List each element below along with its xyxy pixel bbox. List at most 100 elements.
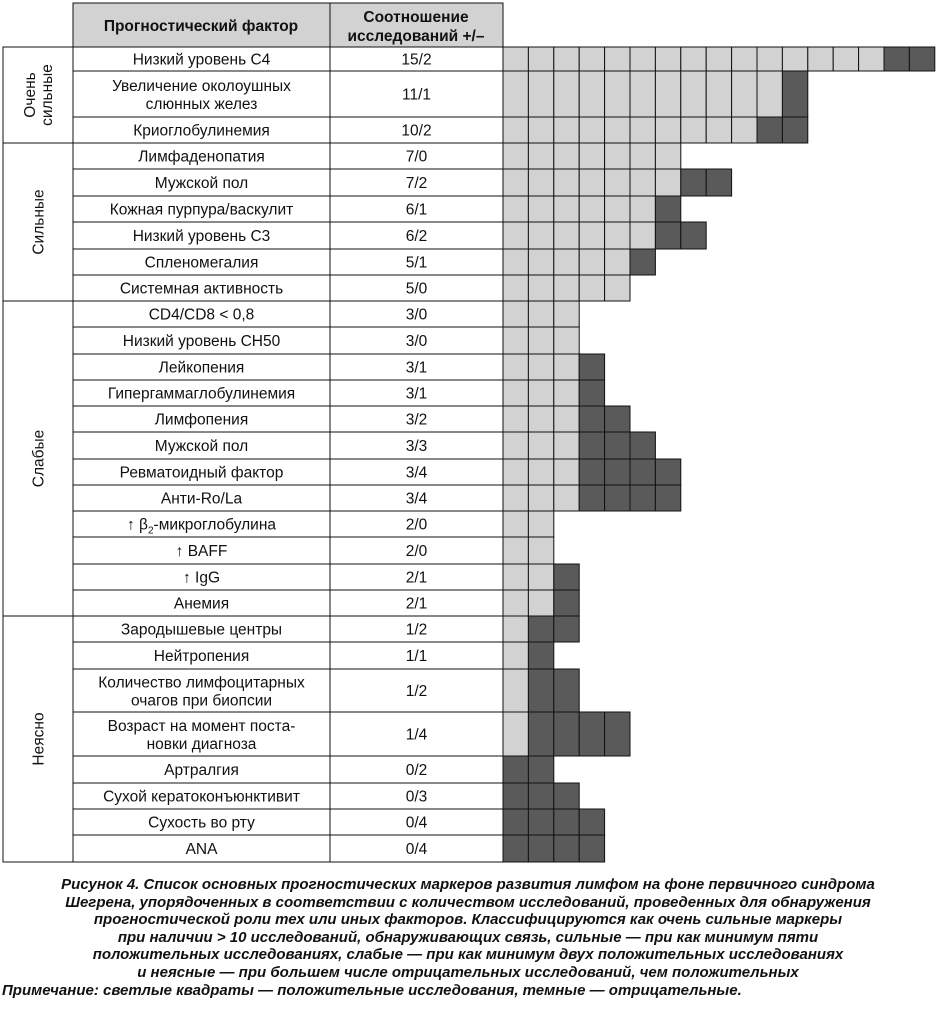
positive-study-cell: [502, 168, 529, 197]
positive-study-cell: [858, 46, 885, 72]
positive-study-cell: [527, 563, 555, 591]
group-label: Оченьсильные: [2, 46, 74, 144]
positive-study-cell: [578, 168, 606, 197]
positive-study-cell: [502, 221, 529, 250]
ratio-value: 0/4: [406, 815, 428, 832]
positive-study-cell: [629, 168, 656, 197]
positive-study-cell: [502, 195, 529, 223]
positive-study-cell: [502, 563, 529, 591]
positive-study-cell: [604, 116, 631, 144]
positive-study-cell: [553, 326, 580, 355]
caption-line: при наличии > 10 исследований, обнаружив…: [117, 928, 819, 946]
negative-study-cell: [629, 458, 656, 486]
header-ratio-line1: Соотношение: [363, 9, 469, 26]
positive-study-cell: [553, 405, 580, 433]
positive-study-cell: [502, 510, 529, 538]
positive-study-cell: [781, 46, 809, 72]
positive-study-cell: [502, 458, 529, 486]
positive-study-cell: [527, 168, 555, 197]
positive-study-cell: [578, 248, 606, 276]
positive-study-cell: [553, 484, 580, 512]
positive-study-cell: [756, 70, 783, 118]
positive-study-cell: [502, 431, 529, 460]
positive-study-cell: [553, 70, 580, 118]
positive-study-cell: [654, 46, 682, 72]
ratio-value: 0/4: [406, 841, 428, 858]
negative-study-cell: [604, 711, 631, 757]
negative-study-cell: [680, 221, 707, 250]
positive-study-cell: [527, 379, 555, 407]
ratio-value: 3/0: [406, 307, 428, 324]
table-row: Зародышевые центры 1/2: [72, 616, 504, 643]
positive-study-cell: [578, 70, 606, 118]
ratio-value: 2/0: [406, 543, 428, 560]
table-row: Увеличение околоушных слюнных желез 11/1: [72, 71, 504, 118]
positive-study-cell: [629, 46, 656, 72]
positive-study-cell: [654, 142, 682, 170]
positive-study-cell: [553, 195, 580, 223]
positive-study-cell: [502, 326, 529, 355]
ratio-value: 3/1: [406, 386, 428, 403]
table-row: Лимфопения 3/2: [72, 406, 504, 433]
factor-name: Увеличение околоушных слюнных желез: [112, 78, 291, 113]
factor-name: Низкий уровень C4: [133, 52, 271, 69]
positive-study-cell: [553, 221, 580, 250]
positive-study-cell: [604, 168, 631, 197]
table-row: Системная активность 5/0: [72, 275, 504, 302]
table-row: Артралгия 0/2: [72, 756, 504, 784]
factor-name: Артралгия: [164, 762, 239, 779]
positive-study-cell: [553, 142, 580, 170]
table-row: Сухость во рту 0/4: [72, 809, 504, 836]
negative-study-cell: [553, 782, 580, 810]
ratio-value: 0/2: [406, 762, 428, 779]
positive-study-cell: [553, 274, 580, 302]
factor-name: Гипергаммаглобулинемия: [108, 386, 295, 403]
negative-study-cell: [578, 711, 606, 757]
negative-study-cell: [553, 834, 580, 863]
positive-study-cell: [553, 46, 580, 72]
factor-name: ↑ BAFF: [176, 543, 228, 560]
positive-study-cell: [527, 405, 555, 433]
factor-name: ANA: [186, 841, 219, 858]
factor-name: Системная активность: [120, 281, 283, 298]
positive-study-cell: [604, 248, 631, 276]
table-row: Криоглобулинемия 10/2: [72, 117, 504, 144]
positive-study-cell: [604, 46, 631, 72]
factor-name: CD4/CD8 < 0,8: [149, 307, 255, 324]
ratio-value: 3/4: [406, 465, 428, 482]
positive-study-cell: [502, 248, 529, 276]
negative-study-cell: [527, 668, 555, 713]
positive-study-cell: [705, 46, 733, 72]
positive-study-cell: [527, 221, 555, 250]
negative-study-cell: [578, 834, 606, 863]
group-label-text: Оченьсильные: [22, 64, 56, 126]
positive-study-cell: [502, 405, 529, 433]
positive-study-cell: [527, 116, 555, 144]
factor-name: Лимфаденопатия: [138, 149, 265, 166]
negative-study-cell: [553, 711, 580, 757]
positive-study-cell: [654, 116, 682, 144]
negative-study-cell: [654, 484, 682, 512]
table-row: CD4/CD8 < 0,8 3/0: [72, 301, 504, 328]
positive-study-cell: [553, 458, 580, 486]
table-row: ↑ BAFF 2/0: [72, 537, 504, 565]
factor-name: Низкий уровень C3: [133, 228, 271, 245]
table-row: Мужской пол 3/3: [72, 432, 504, 460]
prognostic-markers-table: Прогностический фактор Соотношение иссле…: [2, 2, 936, 863]
negative-study-cell: [908, 46, 936, 72]
ratio-value: 3/0: [406, 333, 428, 350]
factor-name: Возраст на момент поста-новки диагноза: [108, 718, 296, 753]
negative-study-cell: [705, 168, 733, 197]
group-label-text: Слабые: [31, 430, 48, 488]
positive-study-cell: [578, 116, 606, 144]
factor-name: Лейкопения: [159, 360, 245, 377]
ratio-value: 2/1: [406, 596, 428, 613]
negative-study-cell: [527, 834, 555, 863]
positive-study-cell: [502, 116, 529, 144]
positive-study-cell: [502, 353, 529, 381]
negative-study-cell: [527, 615, 555, 643]
ratio-value: 3/1: [406, 360, 428, 377]
negative-study-cell: [578, 808, 606, 836]
caption-line: и неясные — при большем числе отрицатель…: [137, 963, 799, 981]
positive-study-cell: [553, 300, 580, 328]
